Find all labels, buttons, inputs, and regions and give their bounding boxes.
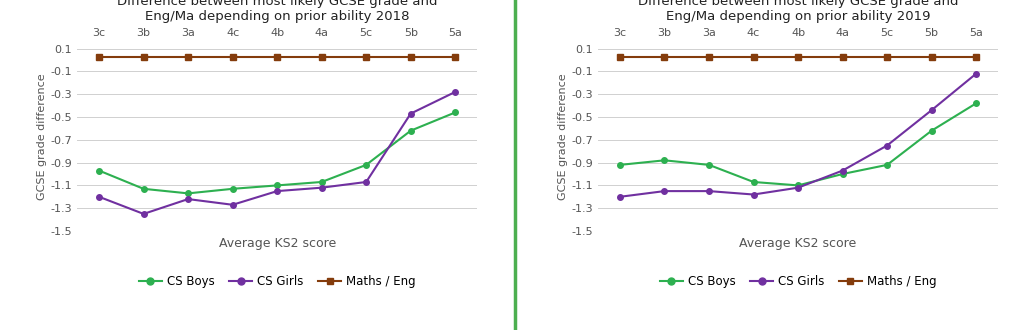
Maths / Eng bbox=[315, 54, 328, 58]
Line: CS Boys: CS Boys bbox=[617, 101, 979, 188]
CS Boys bbox=[658, 158, 671, 162]
Line: CS Girls: CS Girls bbox=[617, 71, 979, 200]
CS Boys bbox=[450, 111, 462, 115]
Maths / Eng bbox=[360, 54, 373, 58]
Maths / Eng bbox=[658, 54, 671, 58]
CS Boys bbox=[137, 187, 150, 191]
CS Boys bbox=[702, 163, 715, 167]
CS Girls bbox=[271, 189, 284, 193]
CS Boys bbox=[404, 129, 417, 133]
Title: Difference between most likely GCSE grade and
Eng/Ma depending on prior ability : Difference between most likely GCSE grad… bbox=[117, 0, 437, 23]
Maths / Eng bbox=[881, 54, 893, 58]
Y-axis label: GCSE grade difference: GCSE grade difference bbox=[558, 74, 568, 200]
Line: Maths / Eng: Maths / Eng bbox=[95, 53, 459, 60]
CS Boys bbox=[226, 187, 239, 191]
CS Girls bbox=[792, 186, 804, 190]
CS Boys bbox=[271, 183, 284, 187]
Maths / Eng bbox=[837, 54, 849, 58]
Legend: CS Boys, CS Girls, Maths / Eng: CS Boys, CS Girls, Maths / Eng bbox=[134, 271, 421, 293]
CS Boys bbox=[881, 163, 893, 167]
CS Boys bbox=[926, 129, 938, 133]
CS Girls bbox=[702, 189, 715, 193]
CS Boys bbox=[613, 163, 626, 167]
Maths / Eng bbox=[702, 54, 715, 58]
CS Girls bbox=[658, 189, 671, 193]
Maths / Eng bbox=[271, 54, 284, 58]
CS Girls bbox=[404, 112, 417, 115]
Line: CS Boys: CS Boys bbox=[96, 110, 458, 196]
CS Girls bbox=[837, 169, 849, 173]
CS Girls bbox=[315, 186, 328, 190]
Line: CS Girls: CS Girls bbox=[96, 89, 458, 217]
Title: Difference between most likely GCSE grade and
Eng/Ma depending on prior ability : Difference between most likely GCSE grad… bbox=[638, 0, 958, 23]
CS Girls bbox=[450, 90, 462, 94]
CS Girls bbox=[137, 212, 150, 216]
CS Boys bbox=[970, 101, 982, 105]
CS Girls bbox=[360, 180, 373, 184]
Legend: CS Boys, CS Girls, Maths / Eng: CS Boys, CS Girls, Maths / Eng bbox=[654, 271, 941, 293]
CS Girls bbox=[926, 108, 938, 112]
Maths / Eng bbox=[926, 54, 938, 58]
CS Boys bbox=[360, 163, 373, 167]
CS Girls bbox=[613, 195, 626, 199]
CS Boys bbox=[837, 172, 849, 176]
CS Girls bbox=[182, 197, 195, 201]
CS Girls bbox=[881, 144, 893, 148]
Line: Maths / Eng: Maths / Eng bbox=[616, 53, 980, 60]
CS Girls bbox=[748, 192, 760, 196]
Maths / Eng bbox=[450, 54, 462, 58]
X-axis label: Average KS2 score: Average KS2 score bbox=[739, 237, 857, 249]
CS Boys bbox=[748, 180, 760, 184]
Maths / Eng bbox=[404, 54, 417, 58]
Maths / Eng bbox=[93, 54, 105, 58]
Maths / Eng bbox=[970, 54, 982, 58]
Y-axis label: GCSE grade difference: GCSE grade difference bbox=[38, 74, 47, 200]
Maths / Eng bbox=[792, 54, 804, 58]
CS Boys bbox=[93, 169, 105, 173]
Maths / Eng bbox=[137, 54, 150, 58]
Maths / Eng bbox=[226, 54, 239, 58]
Maths / Eng bbox=[748, 54, 760, 58]
CS Girls bbox=[93, 195, 105, 199]
CS Girls bbox=[226, 203, 239, 207]
CS Boys bbox=[792, 183, 804, 187]
CS Girls bbox=[970, 72, 982, 76]
CS Boys bbox=[182, 191, 195, 195]
Maths / Eng bbox=[182, 54, 195, 58]
X-axis label: Average KS2 score: Average KS2 score bbox=[218, 237, 336, 249]
Maths / Eng bbox=[613, 54, 626, 58]
CS Boys bbox=[315, 180, 328, 184]
